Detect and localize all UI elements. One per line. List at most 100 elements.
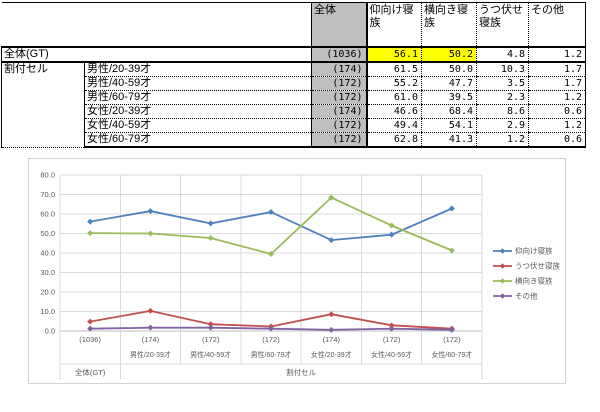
data-point-marker bbox=[388, 322, 395, 329]
row-label[interactable]: 女性/40-59才 bbox=[84, 118, 312, 133]
x-tick-count-label: (172) bbox=[262, 335, 280, 344]
value-cell[interactable]: 2.9 bbox=[476, 118, 529, 133]
x-tick-name-label: 男性/20-39才 bbox=[130, 350, 171, 359]
data-point-marker bbox=[448, 247, 455, 254]
value-cell[interactable]: 61.5 bbox=[366, 62, 422, 77]
col-header-other[interactable]: その他 bbox=[528, 2, 586, 48]
value-cell[interactable]: 1.2 bbox=[528, 47, 586, 63]
legend-label: その他 bbox=[515, 291, 538, 301]
table-row: 割付セル 男性/20-39才 (174) 61.5 50.0 10.3 1.7 bbox=[1, 62, 586, 148]
x-tick-name-label: 男性/40-59才 bbox=[190, 350, 231, 359]
count-cell[interactable]: (172) bbox=[311, 90, 368, 105]
data-point-marker bbox=[268, 250, 274, 257]
data-point-marker bbox=[87, 218, 94, 225]
value-cell[interactable]: 50.0 bbox=[421, 62, 477, 77]
value-cell[interactable]: 1.7 bbox=[528, 76, 586, 91]
x-axis-labels: (1036) (174) (172) (172) (174) (172) (172) 男性/2… bbox=[75, 335, 472, 377]
legend-label: うつ伏せ寝族 bbox=[515, 261, 560, 271]
data-point-marker bbox=[207, 220, 214, 227]
value-cell[interactable]: 0.6 bbox=[528, 132, 586, 148]
table-row: 女性/60-79才 (172) 62.8 41.3 1.2 0.6 bbox=[2, 132, 586, 148]
data-point-marker bbox=[328, 194, 335, 201]
value-cell[interactable]: 55.2 bbox=[366, 76, 422, 91]
data-point-marker bbox=[147, 324, 154, 331]
count-cell[interactable]: (172) bbox=[311, 132, 368, 148]
x-tick-count-label: (172) bbox=[383, 335, 401, 344]
count-cell[interactable]: (174) bbox=[311, 104, 368, 119]
value-cell[interactable]: 1.2 bbox=[528, 90, 586, 105]
x-tick-name-label: 女性/60-79才 bbox=[431, 350, 472, 359]
row-group-label[interactable]: 割付セル bbox=[1, 62, 85, 148]
row-label[interactable]: 女性/20-39才 bbox=[84, 104, 312, 119]
legend-marker-diamond bbox=[499, 278, 506, 284]
value-cell[interactable]: 47.7 bbox=[421, 76, 477, 91]
data-point-marker bbox=[448, 205, 455, 212]
y-tick-label: 10.0 bbox=[40, 307, 55, 316]
value-cell[interactable]: 41.3 bbox=[421, 132, 477, 148]
col-header-back-sleeper[interactable]: 仰向け寝 族 bbox=[366, 2, 422, 48]
row-label[interactable]: 女性/60-79才 bbox=[84, 132, 312, 148]
y-tick-label: 80.0 bbox=[40, 171, 55, 180]
row-label[interactable]: 男性/60-79才 bbox=[84, 90, 312, 105]
value-cell[interactable]: 61.0 bbox=[366, 90, 422, 105]
y-tick-label: 0.0 bbox=[45, 327, 55, 336]
chart-frame bbox=[28, 158, 566, 384]
value-cell[interactable]: 4.8 bbox=[476, 47, 529, 63]
value-cell[interactable]: 1.2 bbox=[528, 118, 586, 133]
value-cell[interactable]: 56.1 bbox=[366, 47, 422, 63]
legend-item-仰向け寝族[interactable]: 仰向け寝族 bbox=[493, 246, 553, 256]
legend-item-その他[interactable]: その他 bbox=[493, 291, 538, 301]
legend-item-うつ伏せ寝族[interactable]: うつ伏せ寝族 bbox=[493, 261, 560, 271]
table-corner-cell bbox=[1, 2, 312, 48]
x-group-label: 割付セル bbox=[286, 367, 316, 377]
data-point-marker bbox=[328, 311, 335, 318]
series-その他 bbox=[87, 324, 455, 333]
value-cell[interactable]: 54.1 bbox=[421, 118, 477, 133]
count-cell[interactable]: (174) bbox=[311, 62, 368, 77]
value-cell[interactable]: 8.6 bbox=[476, 104, 529, 119]
value-cell[interactable]: 1.7 bbox=[528, 62, 586, 77]
x-tick-count-label: (172) bbox=[443, 335, 461, 344]
data-point-marker bbox=[207, 234, 214, 241]
value-cell[interactable]: 3.5 bbox=[476, 76, 529, 91]
value-cell[interactable]: 46.6 bbox=[366, 104, 422, 119]
value-cell[interactable]: 50.2 bbox=[421, 47, 477, 63]
count-cell[interactable]: (1036) bbox=[311, 47, 368, 63]
col-header-stomach-sleeper[interactable]: うつ伏せ 寝族 bbox=[476, 2, 529, 48]
table-row: 女性/20-39才 (174) 46.6 68.4 8.6 0.6 bbox=[2, 104, 586, 119]
legend-label: 横向き寝族 bbox=[515, 276, 553, 286]
data-point-marker bbox=[207, 324, 214, 331]
row-label-total[interactable]: 全体(GT) bbox=[1, 47, 312, 63]
x-tick-count-label: (172) bbox=[202, 335, 220, 344]
value-cell[interactable]: 49.4 bbox=[366, 118, 422, 133]
count-cell[interactable]: (172) bbox=[311, 76, 368, 91]
x-gridlines bbox=[59, 175, 483, 379]
row-label[interactable]: 男性/40-59才 bbox=[84, 76, 312, 91]
data-point-marker bbox=[328, 237, 335, 244]
table-row: 男性/40-59才 (172) 55.2 47.7 3.5 1.7 bbox=[2, 76, 586, 91]
data-point-marker bbox=[87, 230, 94, 237]
table-row: 女性/40-59才 (172) 49.4 54.1 2.9 1.2 bbox=[2, 118, 586, 133]
value-cell[interactable]: 0.6 bbox=[528, 104, 586, 119]
value-cell[interactable]: 62.8 bbox=[366, 132, 422, 148]
x-tick-name-label: 男性/60-79才 bbox=[251, 350, 292, 359]
count-cell[interactable]: (172) bbox=[311, 118, 368, 133]
value-cell[interactable]: 39.5 bbox=[421, 90, 477, 105]
value-cell[interactable]: 68.4 bbox=[421, 104, 477, 119]
y-tick-label: 40.0 bbox=[40, 249, 55, 258]
data-point-marker bbox=[388, 222, 395, 229]
value-cell[interactable]: 1.2 bbox=[476, 132, 529, 148]
row-label[interactable]: 男性/20-39才 bbox=[84, 62, 312, 77]
x-group-label: 全体(GT) bbox=[75, 367, 106, 377]
legend-marker-diamond bbox=[499, 263, 506, 269]
legend-item-横向き寝族[interactable]: 横向き寝族 bbox=[493, 276, 553, 286]
series-横向き寝族 bbox=[87, 194, 455, 257]
value-cell[interactable]: 2.3 bbox=[476, 90, 529, 105]
legend-marker-diamond bbox=[499, 293, 506, 299]
line-chart[interactable]: 80.0 70.0 60.0 50.0 40.0 30.0 20.0 10.0 0.0 (1036… bbox=[28, 158, 566, 384]
value-cell[interactable]: 10.3 bbox=[476, 62, 529, 77]
col-header-total[interactable]: 全体 bbox=[311, 2, 368, 48]
col-header-side-sleeper[interactable]: 横向き寝 族 bbox=[421, 2, 477, 48]
data-point-marker bbox=[87, 318, 94, 325]
